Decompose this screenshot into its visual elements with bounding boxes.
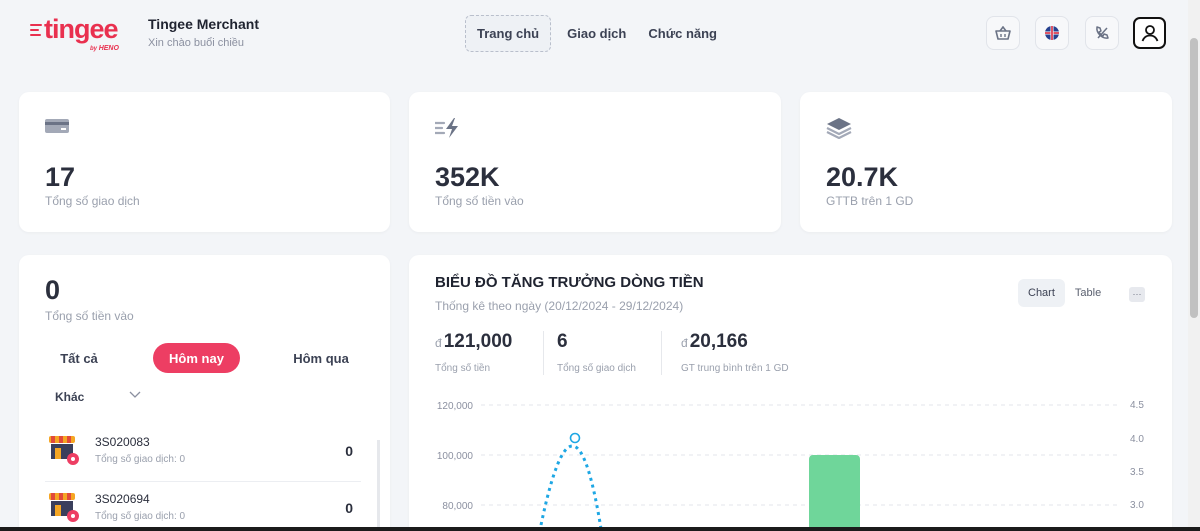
currency-symbol: đ <box>681 336 688 350</box>
metric-value: 20,166 <box>689 331 748 352</box>
metric-label: Tổng số giao dịch <box>557 363 636 374</box>
store-count: 0 <box>345 500 353 516</box>
incoming-total-value: 0 <box>45 275 61 305</box>
filter-dropdown[interactable]: Khác <box>55 390 85 404</box>
stat-value: 17 <box>45 162 76 192</box>
y2-tick-label: 4.0 <box>1130 434 1144 445</box>
nav-home[interactable]: Trang chủ <box>465 15 552 52</box>
layers-icon <box>826 118 852 139</box>
basket-button[interactable] <box>986 16 1020 50</box>
logo-speed-lines <box>30 24 42 38</box>
phone-icon <box>1096 26 1109 39</box>
logo-sub-brand: HENO <box>98 45 119 52</box>
logo-sub: by HENO <box>90 45 119 52</box>
lightning-icon <box>435 118 458 138</box>
store-panel: 0 Tổng số tiền vào Tất cả Hôm nay Hôm qu… <box>19 255 390 531</box>
period-tabs: Tất cả Hôm nay Hôm qua <box>45 343 365 375</box>
store-code: 3S020694 <box>95 492 150 506</box>
stat-card-incoming: 352K Tổng số tiền vào <box>409 92 781 232</box>
store-list: 3S020083 Tổng số giao dịch: 0 0 3S020694… <box>45 425 361 531</box>
incoming-total-label: Tổng số tiền vào <box>45 309 134 323</box>
metric-divider <box>661 331 662 375</box>
list-item[interactable]: 3S020694 Tổng số giao dịch: 0 0 <box>45 482 361 531</box>
y2-tick-label: 3.5 <box>1130 467 1144 478</box>
metric-divider <box>543 331 544 375</box>
store-transactions: Tổng số giao dịch: 0 <box>95 454 186 465</box>
list-scrollbar[interactable] <box>377 440 380 531</box>
chart-line <box>539 444 603 531</box>
stat-card-transactions: 17 Tổng số giao dịch <box>19 92 390 232</box>
more-options-button[interactable]: ··· <box>1129 287 1145 302</box>
user-menu-button[interactable] <box>1133 17 1166 49</box>
page-scroll-thumb[interactable] <box>1190 38 1198 318</box>
store-code: 3S020083 <box>95 435 150 449</box>
view-table-button[interactable]: Table <box>1074 287 1102 299</box>
nav-functions[interactable]: Chức năng <box>648 26 717 41</box>
main-nav: Trang chủ Giao dịch Chức năng <box>465 15 728 52</box>
greeting: Xin chào buổi chiều <box>148 37 245 49</box>
y-tick-label: 80,000 <box>442 501 473 512</box>
view-chart-button[interactable]: Chart <box>1018 279 1065 307</box>
metric-value: 6 <box>557 331 568 352</box>
metric-transaction-count: 6 Tổng số giao dịch <box>557 331 636 374</box>
y-tick-label: 120,000 <box>437 401 474 412</box>
tab-today[interactable]: Hôm nay <box>153 343 240 373</box>
metric-total-amount: đ 121,000 Tổng số tiền <box>435 331 512 374</box>
metric-label: Tổng số tiền <box>435 363 491 374</box>
y-tick-label: 100,000 <box>437 451 474 462</box>
tab-yesterday[interactable]: Hôm qua <box>293 350 349 366</box>
page-scrollbar[interactable] <box>1188 0 1200 531</box>
chart-title: BIỂU ĐỒ TĂNG TRƯỞNG DÒNG TIỀN <box>435 274 704 291</box>
merchant-name: Tingee Merchant <box>148 16 259 32</box>
store-icon <box>49 436 79 465</box>
header: tingee by HENO Tingee Merchant Xin chào … <box>0 0 1190 70</box>
store-icon <box>49 493 79 522</box>
tab-all[interactable]: Tất cả <box>60 350 98 366</box>
stat-value: 20.7K <box>826 162 899 192</box>
chart-point[interactable] <box>569 432 581 444</box>
stat-label: Tổng số tiền vào <box>435 194 524 208</box>
metric-value: 121,000 <box>443 331 513 352</box>
support-button[interactable] <box>1085 16 1119 50</box>
language-button[interactable] <box>1035 16 1069 50</box>
stat-card-average: 20.7K GTTB trên 1 GD <box>800 92 1172 232</box>
metric-label: GT trung bình trên 1 GD <box>681 363 789 374</box>
logo-word: tingee <box>44 14 119 44</box>
stat-label: Tổng số giao dịch <box>45 194 140 208</box>
card-icon <box>45 119 69 133</box>
view-toggle: Chart Table <box>1018 279 1111 307</box>
y2-tick-label: 3.0 <box>1130 500 1144 511</box>
user-icon <box>1141 25 1158 42</box>
store-count: 0 <box>345 443 353 459</box>
list-item[interactable]: 3S020083 Tổng số giao dịch: 0 0 <box>45 425 361 482</box>
cashflow-chart: 120,000 100,000 80,000 4.5 4.0 3.5 3.0 <box>437 400 1144 531</box>
logo-sub-by: by <box>90 46 98 52</box>
chevron-down-icon[interactable] <box>129 391 141 399</box>
stat-value: 352K <box>435 162 500 192</box>
basket-icon <box>995 26 1011 40</box>
tingee-logo[interactable]: tingee by HENO <box>30 14 130 54</box>
y2-tick-label: 4.5 <box>1130 400 1144 411</box>
chart-bar[interactable] <box>809 455 860 531</box>
os-taskbar <box>0 527 1200 531</box>
flag-icon <box>1045 26 1059 40</box>
metric-average: đ 20,166 GT trung bình trên 1 GD <box>681 331 789 374</box>
currency-symbol: đ <box>435 336 442 350</box>
stat-label: GTTB trên 1 GD <box>826 194 914 208</box>
nav-transactions[interactable]: Giao dịch <box>567 26 627 41</box>
cashflow-chart-panel: BIỂU ĐỒ TĂNG TRƯỞNG DÒNG TIỀN Thống kê t… <box>409 255 1172 531</box>
store-transactions: Tổng số giao dịch: 0 <box>95 511 186 522</box>
chart-subtitle: Thống kê theo ngày (20/12/2024 - 29/12/2… <box>435 299 684 313</box>
